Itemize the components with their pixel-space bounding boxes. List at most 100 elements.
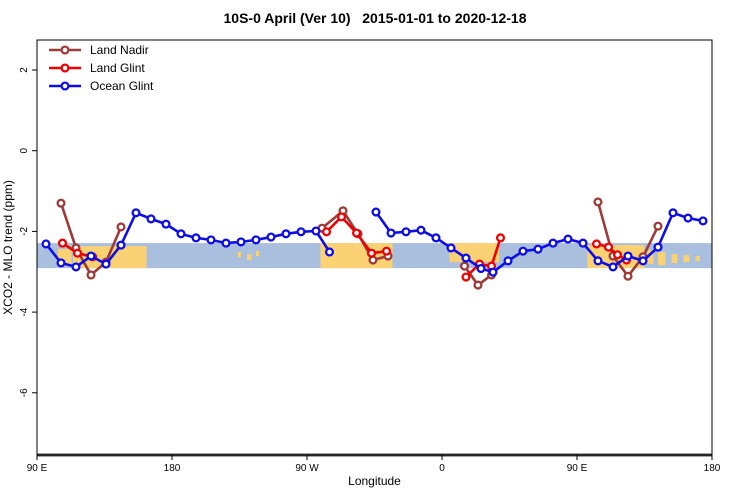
data-point-ocean-glint xyxy=(638,256,648,266)
data-point-land-nadir xyxy=(86,270,96,280)
data-point-land-glint xyxy=(495,233,506,243)
data-point-land-nadir xyxy=(459,261,470,271)
data-point-land-glint xyxy=(612,250,623,260)
data-point-ocean-glint xyxy=(161,219,171,229)
data-point-land-nadir xyxy=(473,280,483,290)
legend-label: Ocean Glint xyxy=(90,79,154,93)
data-point-ocean-glint xyxy=(371,207,381,217)
data-point-ocean-glint xyxy=(446,243,456,253)
surface-band-land-patch xyxy=(658,252,666,266)
series-line-land-glint xyxy=(595,242,628,262)
data-point-ocean-glint xyxy=(236,237,246,247)
data-point-land-glint xyxy=(336,212,347,222)
data-point-ocean-glint xyxy=(191,233,201,243)
surface-band-land-patch xyxy=(320,243,393,269)
data-point-land-nadir xyxy=(653,221,663,231)
surface-band-land-patch xyxy=(238,252,241,258)
data-point-ocean-glint xyxy=(416,225,426,235)
data-point-land-glint xyxy=(72,248,83,258)
data-point-ocean-glint xyxy=(488,267,498,277)
data-point-ocean-glint xyxy=(578,238,588,248)
plot-border xyxy=(36,39,713,456)
surface-band-land-patch xyxy=(695,256,700,262)
surface-band-land-patch xyxy=(256,251,259,257)
x-tick-label: 90 E xyxy=(27,463,48,474)
data-point-ocean-glint xyxy=(608,262,618,272)
data-point-ocean-glint xyxy=(206,235,216,245)
data-point-ocean-glint xyxy=(503,256,513,266)
data-point-ocean-glint xyxy=(101,259,111,269)
data-point-ocean-glint xyxy=(56,258,66,268)
surface-band-land-patch xyxy=(683,255,690,263)
legend-label: Land Glint xyxy=(90,61,145,75)
data-point-land-glint xyxy=(603,242,614,252)
data-point-ocean-glint xyxy=(41,239,51,249)
x-tick-label: 0 xyxy=(439,463,445,474)
y-tick-label: 0 xyxy=(19,147,30,153)
data-point-ocean-glint xyxy=(563,234,573,244)
y-axis-title: XCO2 - MLO trend (ppm) xyxy=(1,180,15,315)
surface-band-land-patch xyxy=(247,254,252,261)
surface-band-land-patch xyxy=(671,254,678,264)
data-point-ocean-glint xyxy=(476,263,486,274)
data-point-ocean-glint xyxy=(251,235,261,245)
data-point-ocean-glint xyxy=(698,216,708,226)
x-tick-label: 90 W xyxy=(295,463,319,474)
x-tick-label: 180 xyxy=(164,463,181,474)
legend-line-marker-icon xyxy=(49,81,81,91)
data-point-ocean-glint xyxy=(653,242,663,252)
data-point-ocean-glint xyxy=(461,253,471,263)
chart-title: 10S-0 April (Ver 10) 2015-01-01 to 2020-… xyxy=(223,10,527,26)
legend-line-marker-icon xyxy=(49,63,81,73)
y-tick-label: -2 xyxy=(19,227,30,236)
surface-band-land-patch xyxy=(647,250,654,265)
data-point-land-nadir xyxy=(623,271,633,281)
data-point-ocean-glint xyxy=(518,246,528,256)
data-point-land-glint xyxy=(381,246,392,256)
legend-item-land-glint: Land Glint xyxy=(48,59,153,77)
legend-line-marker-icon xyxy=(49,45,81,55)
data-point-land-glint xyxy=(461,272,471,282)
data-point-ocean-glint xyxy=(116,240,126,250)
y-tick-label: -6 xyxy=(19,388,30,397)
data-point-ocean-glint xyxy=(548,238,558,248)
data-point-ocean-glint xyxy=(311,226,321,236)
data-point-ocean-glint xyxy=(623,251,633,261)
legend: Land Nadir Land Glint Ocean Glint xyxy=(48,41,153,95)
data-point-ocean-glint xyxy=(86,251,96,261)
data-point-ocean-glint xyxy=(281,229,291,239)
legend-label: Land Nadir xyxy=(90,43,149,57)
y-tick-label: 2 xyxy=(19,67,30,73)
data-point-ocean-glint xyxy=(266,232,276,242)
data-point-land-nadir xyxy=(593,197,603,207)
y-tick-label: -4 xyxy=(19,307,30,316)
data-point-ocean-glint xyxy=(533,244,543,254)
data-point-land-nadir xyxy=(116,222,126,232)
data-point-land-glint xyxy=(57,238,68,248)
data-point-ocean-glint xyxy=(593,256,603,266)
legend-item-land-nadir: Land Nadir xyxy=(48,41,153,59)
data-point-ocean-glint xyxy=(431,233,441,243)
data-point-land-glint xyxy=(366,248,377,258)
x-tick-label: 180 xyxy=(704,463,721,474)
data-point-land-glint xyxy=(591,239,602,249)
data-point-ocean-glint xyxy=(146,214,156,224)
data-point-ocean-glint xyxy=(401,227,411,237)
data-point-ocean-glint xyxy=(683,213,693,223)
data-point-ocean-glint xyxy=(221,238,231,248)
data-point-ocean-glint xyxy=(176,229,186,239)
x-axis-title: Longitude xyxy=(348,474,401,488)
data-point-land-glint xyxy=(351,228,362,238)
data-point-land-glint xyxy=(321,227,332,237)
x-tick-label: 90 E xyxy=(567,463,588,474)
data-point-ocean-glint xyxy=(668,208,678,218)
data-point-land-nadir xyxy=(368,255,378,265)
data-point-ocean-glint xyxy=(386,228,396,238)
data-point-ocean-glint xyxy=(324,247,335,257)
data-point-ocean-glint xyxy=(131,208,141,218)
data-point-ocean-glint xyxy=(71,262,81,272)
data-point-land-nadir xyxy=(56,198,66,208)
legend-item-ocean-glint: Ocean Glint xyxy=(48,77,153,95)
